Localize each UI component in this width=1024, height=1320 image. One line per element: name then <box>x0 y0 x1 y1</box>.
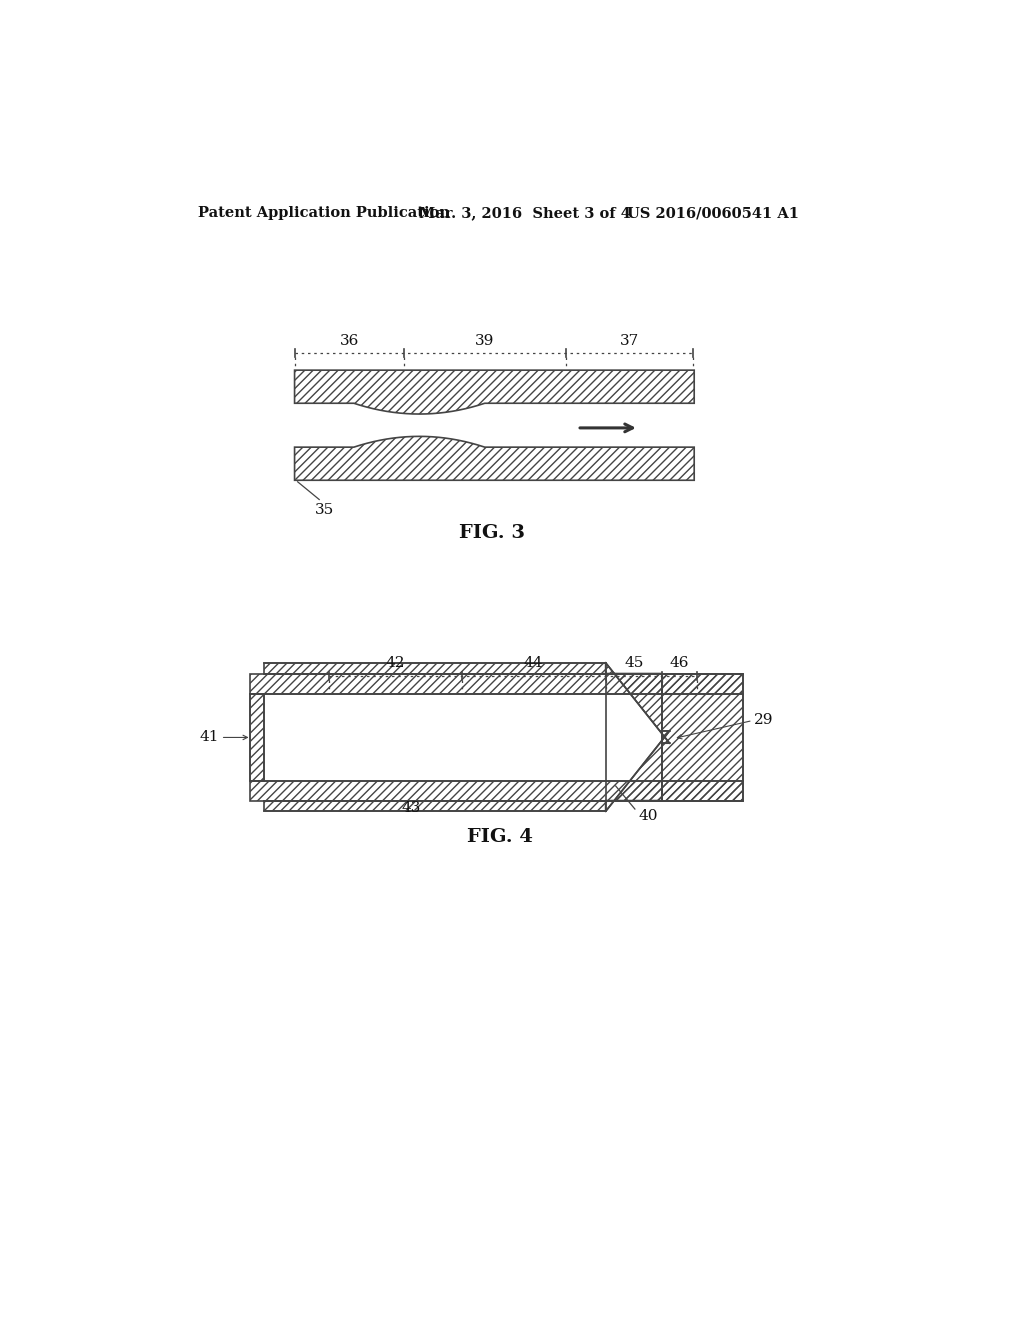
Text: 39: 39 <box>475 334 495 348</box>
Text: 35: 35 <box>315 503 335 517</box>
Text: 42: 42 <box>386 656 406 671</box>
Text: 45: 45 <box>624 656 643 671</box>
Text: FIG. 3: FIG. 3 <box>460 524 525 543</box>
Text: Patent Application Publication: Patent Application Publication <box>199 206 451 220</box>
Text: 29: 29 <box>755 714 774 727</box>
Text: 36: 36 <box>340 334 359 348</box>
Text: 46: 46 <box>670 656 689 671</box>
Text: Mar. 3, 2016  Sheet 3 of 4: Mar. 3, 2016 Sheet 3 of 4 <box>419 206 631 220</box>
Text: 41: 41 <box>200 730 219 744</box>
Text: 43: 43 <box>402 801 421 816</box>
Text: 37: 37 <box>620 334 639 348</box>
Text: FIG. 4: FIG. 4 <box>467 829 534 846</box>
Text: 44: 44 <box>524 656 544 671</box>
Text: US 2016/0060541 A1: US 2016/0060541 A1 <box>628 206 799 220</box>
Text: 40: 40 <box>639 809 658 824</box>
